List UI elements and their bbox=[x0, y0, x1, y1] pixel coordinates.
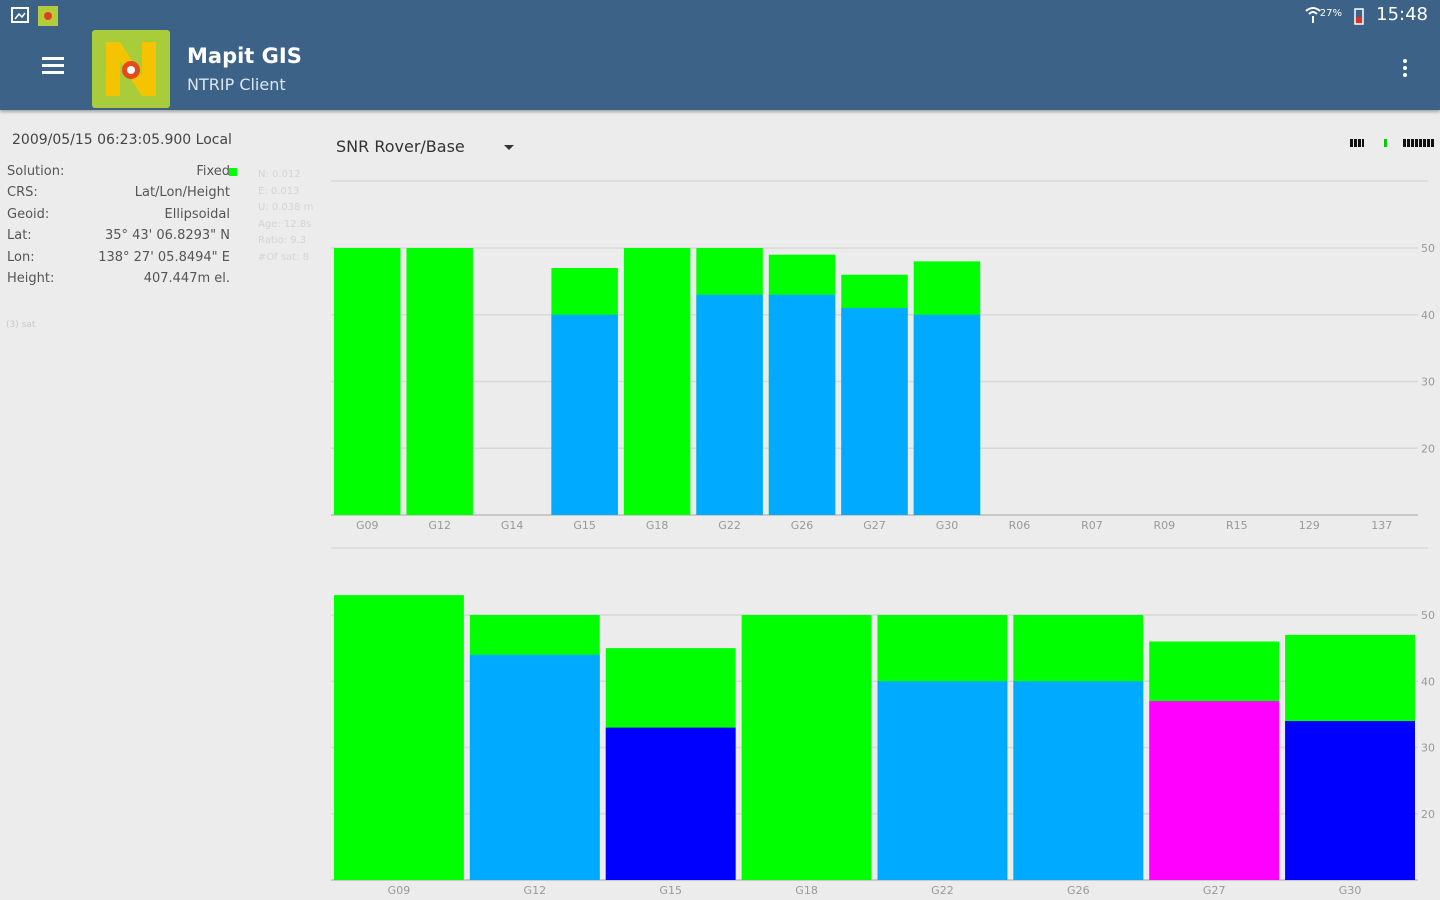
overflow-menu-icon[interactable] bbox=[1400, 56, 1410, 82]
bar-G18-base bbox=[623, 248, 691, 515]
solution-timestamp: 2009/05/15 06:23:05.900 Local bbox=[12, 132, 232, 148]
info-label: Lat: bbox=[7, 228, 32, 244]
mapit-notification-icon bbox=[38, 6, 58, 26]
info-label: Geoid: bbox=[7, 206, 50, 222]
info-label: CRS: bbox=[7, 185, 38, 201]
x-tick-label-G09: G09 bbox=[356, 519, 379, 532]
x-tick-label-G14: G14 bbox=[501, 519, 524, 532]
y-tick-label: 50 bbox=[1421, 242, 1435, 255]
accuracy-u: U: 0.038 m bbox=[258, 202, 314, 214]
info-value: 35° 43' 06.8293" N bbox=[104, 228, 230, 244]
bar-G27-rover bbox=[1149, 701, 1280, 880]
link-indicator bbox=[1384, 132, 1388, 147]
chart-type-value: SNR Rover/Base bbox=[336, 137, 465, 156]
accuracy-e: E: 0.013 bbox=[258, 185, 300, 197]
y-tick-label: 50 bbox=[1421, 609, 1435, 622]
x-tick-label-G26: G26 bbox=[1067, 884, 1090, 897]
x-tick-label-R07: R07 bbox=[1081, 519, 1103, 532]
hamburger-menu-icon[interactable] bbox=[42, 54, 68, 80]
solution-panel: 2009/05/15 06:23:05.900 Local Solution: F… bbox=[0, 110, 325, 900]
info-label: Lon: bbox=[7, 249, 35, 265]
info-value: Lat/Lon/Height bbox=[134, 185, 230, 201]
x-tick-label-G15: G15 bbox=[573, 519, 596, 532]
sat-note: (3) sat bbox=[6, 320, 36, 330]
wifi-icon bbox=[1304, 6, 1322, 28]
y-tick-label: 30 bbox=[1421, 742, 1435, 755]
info-value: 138° 27' 05.8494" E bbox=[98, 249, 230, 265]
x-tick-label-G09: G09 bbox=[388, 884, 411, 897]
x-tick-label-R15: R15 bbox=[1226, 519, 1248, 532]
rover-signal-indicator bbox=[1350, 132, 1365, 147]
info-label: Solution: bbox=[7, 164, 65, 179]
x-tick-label-G15: G15 bbox=[659, 884, 682, 897]
bar-G30-rover bbox=[913, 314, 981, 515]
status-bar: 27% 15:48 bbox=[0, 0, 1440, 30]
y-tick-label: 40 bbox=[1421, 675, 1435, 688]
accuracy-list: N: 0.012 E: 0.013 U: 0.038 m Age: 12.8s … bbox=[258, 167, 313, 267]
bar-G26-rover bbox=[768, 294, 836, 515]
gallery-notification-icon bbox=[11, 6, 29, 24]
app-bar: Mapit GIS NTRIP Client bbox=[0, 30, 1440, 110]
battery-icon bbox=[1354, 7, 1364, 25]
y-tick-label: 20 bbox=[1421, 808, 1435, 821]
info-value: Fixed bbox=[196, 164, 230, 179]
x-tick-label-R06: R06 bbox=[1009, 519, 1031, 532]
y-tick-label: 20 bbox=[1421, 442, 1435, 455]
info-row-crs: CRS: Lat/Lon/Height bbox=[7, 185, 242, 206]
bar-G26-rover bbox=[1013, 681, 1144, 880]
x-tick-label-G22: G22 bbox=[718, 519, 741, 532]
info-label: Height: bbox=[7, 270, 55, 286]
app-title: Mapit GIS bbox=[187, 44, 302, 68]
chevron-down-icon bbox=[504, 145, 514, 150]
app-subtitle: NTRIP Client bbox=[187, 75, 286, 94]
x-tick-label-R09: R09 bbox=[1154, 519, 1176, 532]
info-value: Ellipsoidal bbox=[164, 206, 230, 222]
x-tick-label-G26: G26 bbox=[791, 519, 814, 532]
bar-G12-base bbox=[406, 248, 473, 515]
chart-type-dropdown[interactable]: SNR Rover/Base bbox=[336, 137, 516, 159]
info-row-lat: Lat: 35° 43' 06.8293" N bbox=[7, 228, 242, 249]
solution-info-table: Solution: Fixed CRS: Lat/Lon/Height Geoid:… bbox=[7, 164, 242, 292]
battery-level: 27% bbox=[1319, 8, 1342, 19]
bar-G30-rover bbox=[1285, 721, 1415, 880]
bar-G22-rover bbox=[696, 294, 763, 515]
bar-G22-rover bbox=[877, 681, 1008, 880]
x-tick-label-G27: G27 bbox=[863, 519, 886, 532]
fix-status-indicator bbox=[229, 168, 237, 176]
x-tick-label-G22: G22 bbox=[931, 884, 954, 897]
x-tick-label-137: 137 bbox=[1371, 519, 1392, 532]
bar-G15-rover bbox=[605, 727, 736, 880]
info-row-lon: Lon: 138° 27' 05.8494" E bbox=[7, 250, 242, 271]
sat-count: #Of sat: 8 bbox=[258, 251, 310, 263]
x-tick-label-129: 129 bbox=[1299, 519, 1320, 532]
bar-G15-rover bbox=[551, 314, 618, 515]
base-signal-indicator bbox=[1403, 132, 1435, 147]
x-tick-label-G18: G18 bbox=[646, 519, 669, 532]
x-tick-label-G18: G18 bbox=[795, 884, 818, 897]
bar-G12-rover bbox=[469, 654, 600, 880]
bar-G09-base bbox=[334, 595, 464, 880]
x-tick-label-G27: G27 bbox=[1203, 884, 1226, 897]
bar-G09-base bbox=[334, 248, 401, 515]
x-tick-label-G12: G12 bbox=[428, 519, 451, 532]
info-row-solution: Solution: Fixed bbox=[7, 164, 242, 185]
info-value: 407.447m el. bbox=[143, 270, 230, 286]
x-tick-label-G12: G12 bbox=[524, 884, 547, 897]
bar-G27-rover bbox=[841, 308, 908, 515]
bar-G18-base bbox=[741, 615, 872, 880]
ratio: Ratio: 9.3 bbox=[258, 235, 307, 247]
app-logo bbox=[92, 30, 170, 108]
y-tick-label: 30 bbox=[1421, 376, 1435, 389]
x-tick-label-G30: G30 bbox=[936, 519, 959, 532]
age: Age: 12.8s bbox=[258, 218, 312, 230]
x-tick-label-G30: G30 bbox=[1339, 884, 1362, 897]
info-row-geoid: Geoid: Ellipsoidal bbox=[7, 207, 242, 228]
y-tick-label: 40 bbox=[1421, 309, 1435, 322]
accuracy-n: N: 0.012 bbox=[258, 169, 301, 180]
info-row-height: Height: 407.447m el. bbox=[7, 271, 242, 292]
clock: 15:48 bbox=[1376, 4, 1428, 25]
